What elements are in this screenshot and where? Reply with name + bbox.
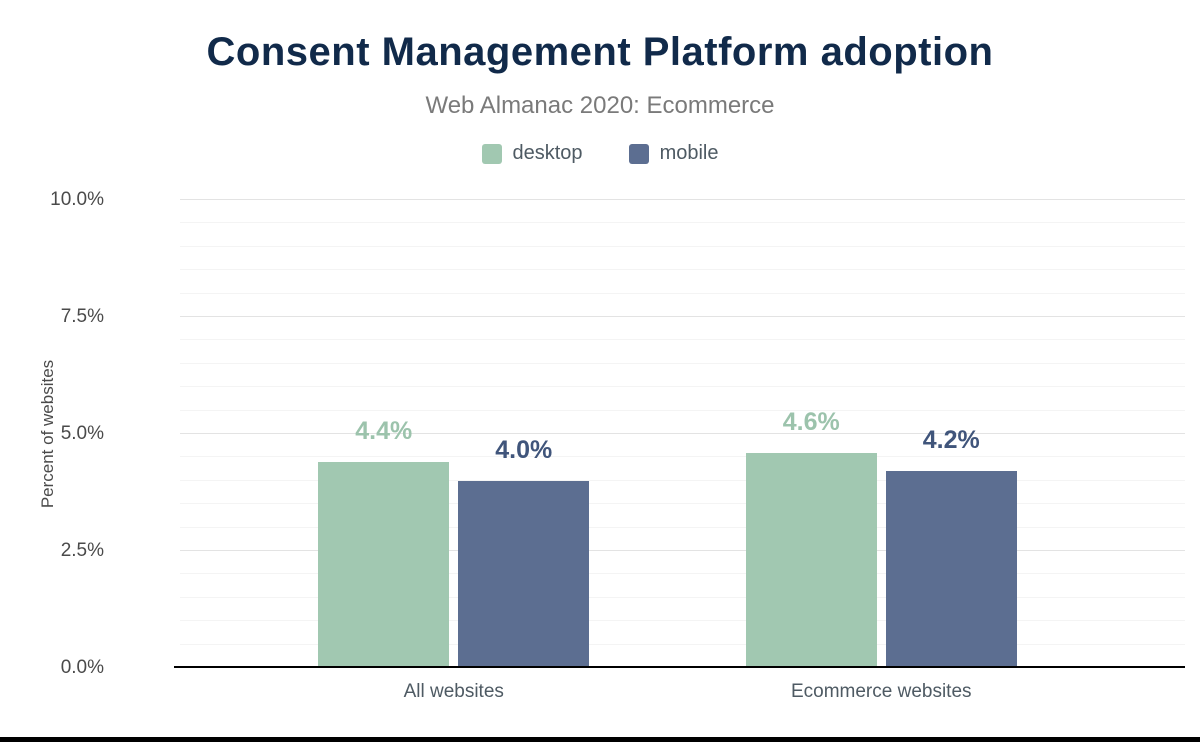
x-axis-category-label: All websites [403,681,504,702]
y-axis-tick-label: 0.0% [60,657,104,678]
y-axis-label: Percent of websites [38,359,57,509]
minor-gridline [180,503,1185,505]
minor-gridline [180,362,1185,364]
minor-gridline [180,292,1185,294]
x-axis-line [174,666,1185,668]
minor-gridline [180,526,1185,528]
legend-item-mobile: mobile [628,142,719,165]
major-gridline [180,199,1185,200]
legend-label: desktop [512,142,583,164]
minor-gridline [180,339,1185,341]
bar-desktop: 4.4% [318,417,450,668]
minor-gridline [180,386,1185,388]
bottom-border-line [0,737,1200,742]
minor-gridline [180,456,1185,458]
minor-gridline [180,643,1185,645]
chart-subtitle: Web Almanac 2020: Ecommerce [425,92,775,119]
legend-label: mobile [659,142,719,164]
minor-gridline [180,596,1185,598]
bar-value-label: 4.2% [922,426,980,455]
y-axis-tick-label: 7.5% [60,306,104,327]
bar-value-label: 4.0% [495,435,553,464]
major-gridline [180,550,1185,551]
x-axis-category-label: Ecommerce websites [790,681,972,702]
minor-gridline [180,479,1185,481]
minor-gridline [180,222,1185,224]
legend: desktop mobile [0,142,1200,165]
minor-gridline [180,269,1185,271]
bar-value-label: 4.4% [355,417,413,446]
plot-area: 0.0% 2.5% 5.0% 7.5% 10.0% 4.4% 4.0% All website… [50,189,1185,702]
bar-mobile: 4.0% [458,436,590,668]
minor-gridline [180,573,1185,575]
minor-gridline [180,409,1185,411]
y-axis-tick-label: 10.0% [50,189,104,210]
legend-item-desktop: desktop [481,142,583,165]
y-axis-tick-label: 5.0% [60,423,104,444]
bar-group: 4.4% 4.0% All websites [240,200,668,702]
y-axis-tick-label: 2.5% [60,540,104,561]
bar-desktop: 4.6% [745,408,877,668]
chart-title: Consent Management Platform adoption [206,30,994,74]
bar-group: 4.6% 4.2% Ecommerce websites [668,200,1096,702]
major-gridline [180,316,1185,317]
major-gridline [180,433,1185,434]
bar-mobile: 4.2% [885,426,1017,668]
bar-value-label: 4.6% [782,407,840,436]
minor-gridline [180,620,1185,622]
minor-gridline [180,245,1185,247]
legend-swatch-mobile [628,143,649,164]
legend-swatch-desktop [481,143,502,164]
